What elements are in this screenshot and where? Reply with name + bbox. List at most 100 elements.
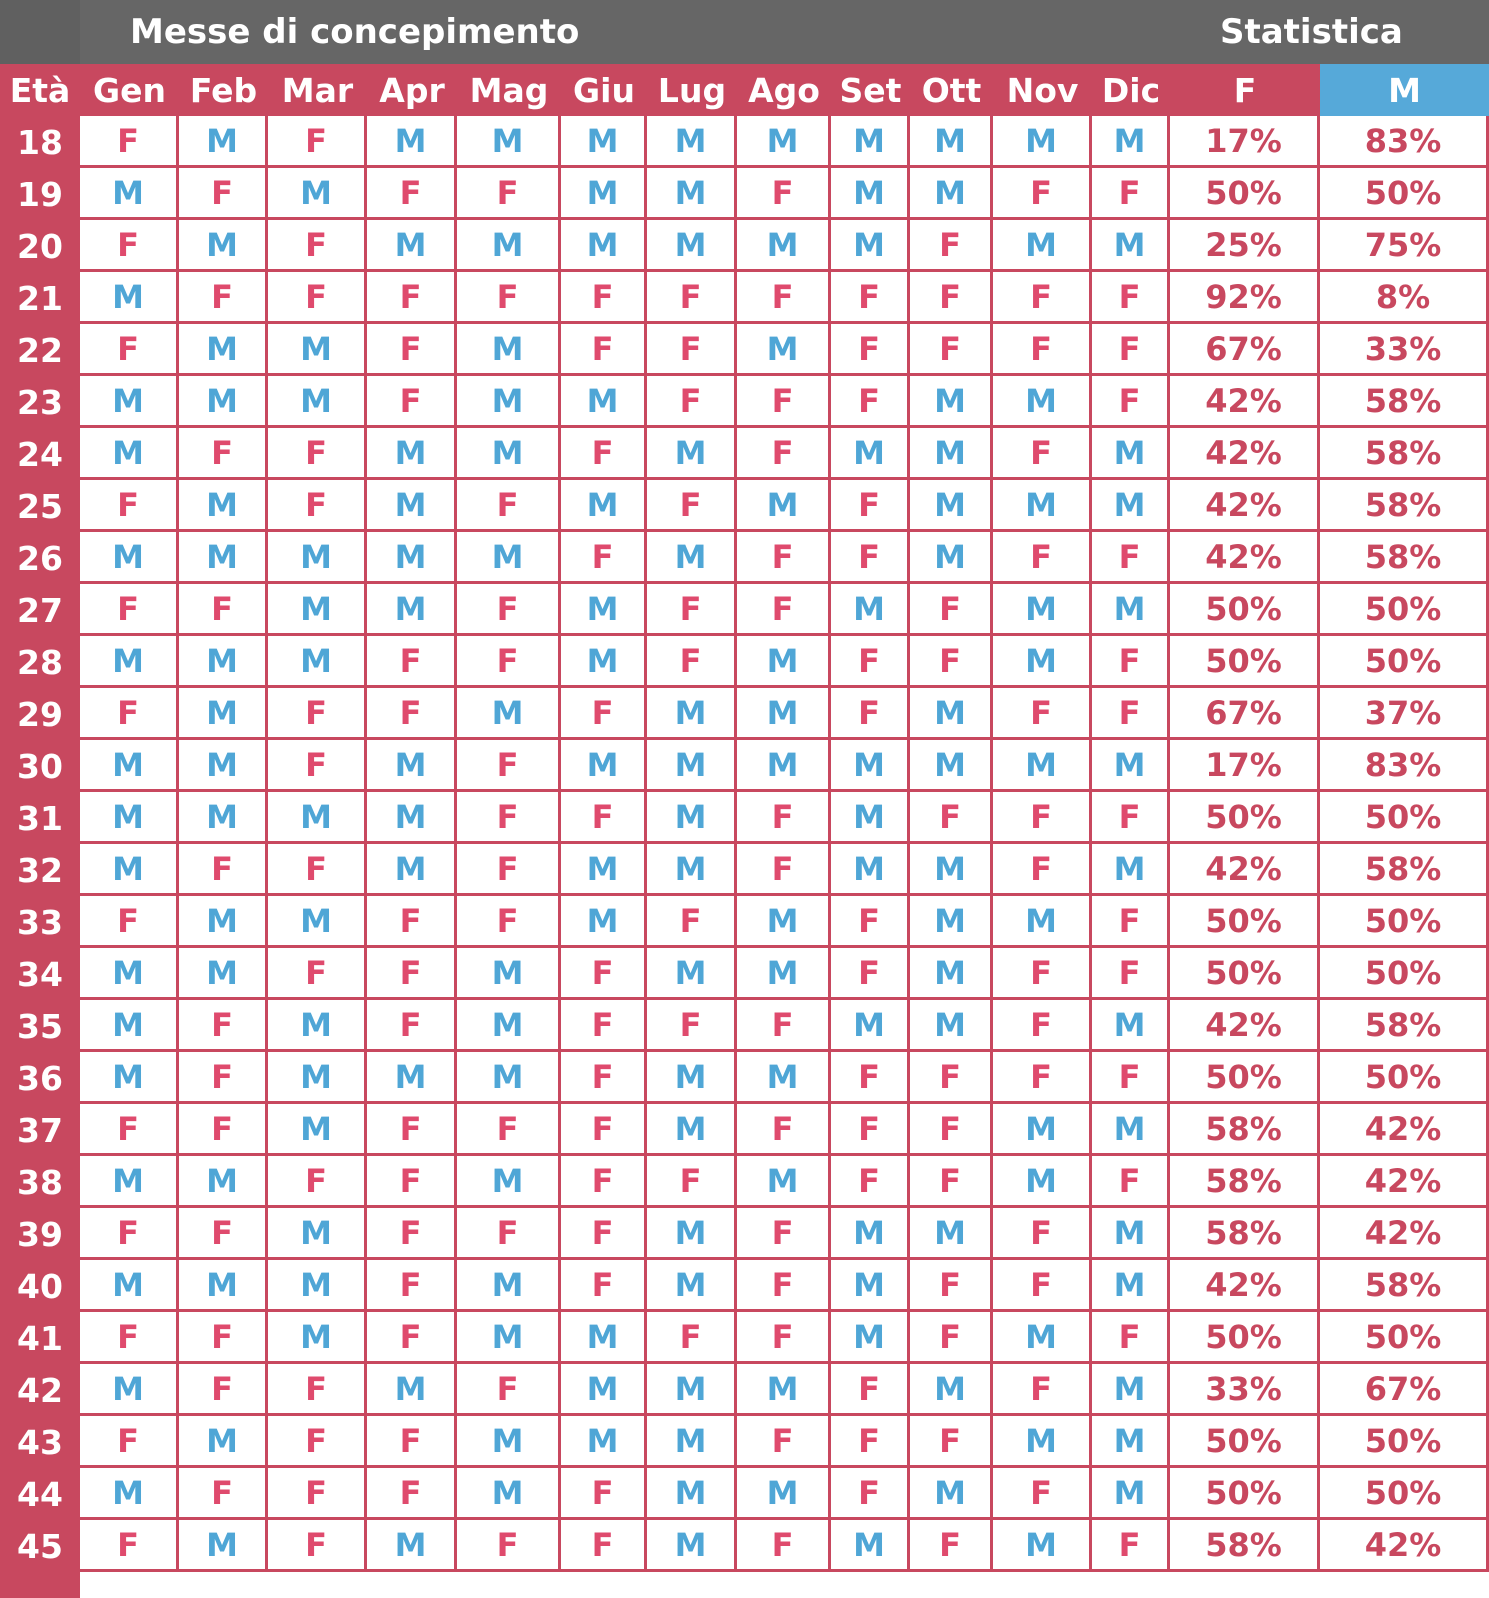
gender-cell: F — [910, 1520, 993, 1572]
gender-cell: M — [367, 480, 457, 532]
gender-cell: F — [910, 636, 993, 688]
gender-cell: M — [80, 1364, 179, 1416]
gender-cell: M — [1092, 740, 1170, 792]
gender-cell: F — [647, 1312, 737, 1364]
gender-cell: F — [910, 220, 993, 272]
gender-cell: M — [910, 1208, 993, 1260]
gender-cell: M — [831, 1000, 910, 1052]
gender-cell: F — [647, 272, 737, 324]
gender-cell: F — [80, 688, 179, 740]
gender-cell: F — [179, 844, 268, 896]
gender-cell: M — [737, 1156, 831, 1208]
gender-cell: M — [993, 480, 1092, 532]
female-percent-cell: 50% — [1170, 1416, 1320, 1468]
month-header: Gen — [80, 64, 179, 116]
gender-cell: F — [179, 1000, 268, 1052]
gender-cell: M — [647, 1208, 737, 1260]
female-percent-cell: 50% — [1170, 792, 1320, 844]
female-percent-cell: 33% — [1170, 1364, 1320, 1416]
gender-cell: M — [561, 480, 647, 532]
gender-cell: M — [647, 688, 737, 740]
gender-cell: F — [367, 896, 457, 948]
gender-cell: M — [737, 948, 831, 1000]
gender-cell: F — [457, 844, 561, 896]
gender-cell: F — [831, 1364, 910, 1416]
female-percent-cell: 92% — [1170, 272, 1320, 324]
male-percent-cell: 50% — [1320, 792, 1489, 844]
male-percent-cell: 42% — [1320, 1156, 1489, 1208]
gender-cell: M — [80, 272, 179, 324]
female-percent-cell: 42% — [1170, 532, 1320, 584]
age-cell: 38 — [0, 1156, 80, 1208]
gender-cell: F — [367, 1468, 457, 1520]
gender-cell: M — [561, 844, 647, 896]
gender-cell: F — [737, 1000, 831, 1052]
gender-cell: F — [179, 1312, 268, 1364]
gender-cell: M — [1092, 844, 1170, 896]
gender-cell: F — [457, 740, 561, 792]
gender-cell: M — [647, 220, 737, 272]
gender-cell: M — [737, 324, 831, 376]
male-percent-cell: 58% — [1320, 1000, 1489, 1052]
gender-cell: M — [80, 1052, 179, 1104]
gender-cell: M — [647, 1520, 737, 1572]
female-percent-cell: 50% — [1170, 948, 1320, 1000]
age-column-header: Età — [0, 64, 80, 116]
gender-cell: F — [268, 1364, 367, 1416]
gender-cell: F — [910, 792, 993, 844]
gender-cell: F — [737, 1416, 831, 1468]
gender-cell: M — [457, 1468, 561, 1520]
gender-cell: M — [647, 1468, 737, 1520]
female-percent-cell: 58% — [1170, 1520, 1320, 1572]
gender-cell: F — [831, 1052, 910, 1104]
gender-cell: M — [737, 480, 831, 532]
age-cell: 42 — [0, 1364, 80, 1416]
gender-cell: M — [179, 324, 268, 376]
gender-cell: M — [80, 1156, 179, 1208]
gender-cell: M — [831, 1260, 910, 1312]
male-percent-cell: 58% — [1320, 376, 1489, 428]
gender-cell: M — [831, 584, 910, 636]
gender-cell: M — [179, 1156, 268, 1208]
female-percent-cell: 42% — [1170, 428, 1320, 480]
gender-cell: M — [647, 948, 737, 1000]
female-percent-cell: 50% — [1170, 896, 1320, 948]
gender-cell: M — [910, 1364, 993, 1416]
gender-cell: F — [1092, 1156, 1170, 1208]
gender-cell: F — [1092, 636, 1170, 688]
gender-cell: F — [367, 636, 457, 688]
gender-cell: F — [457, 480, 561, 532]
male-percent-cell: 42% — [1320, 1520, 1489, 1572]
gender-cell: F — [831, 1468, 910, 1520]
gender-cell: F — [367, 1000, 457, 1052]
female-percent-cell: 42% — [1170, 1260, 1320, 1312]
gender-cell: F — [367, 1416, 457, 1468]
gender-cell: M — [80, 532, 179, 584]
gender-cell: M — [561, 896, 647, 948]
gender-cell: M — [561, 1312, 647, 1364]
gender-cell: F — [831, 324, 910, 376]
gender-cell: F — [80, 1416, 179, 1468]
gender-cell: F — [831, 376, 910, 428]
gender-cell: M — [910, 376, 993, 428]
gender-cell: F — [910, 1104, 993, 1156]
gender-cell: M — [993, 220, 1092, 272]
gender-cell: M — [647, 792, 737, 844]
gender-cell: F — [268, 116, 367, 168]
female-percent-cell: 67% — [1170, 324, 1320, 376]
gender-cell: M — [80, 376, 179, 428]
gender-cell: F — [993, 1364, 1092, 1416]
gender-cell: M — [737, 220, 831, 272]
gender-cell: F — [561, 1156, 647, 1208]
gender-cell: F — [831, 532, 910, 584]
gender-cell: M — [993, 1416, 1092, 1468]
gender-cell: M — [457, 948, 561, 1000]
age-cell: 20 — [0, 220, 80, 272]
age-cell: 28 — [0, 636, 80, 688]
gender-cell: M — [993, 376, 1092, 428]
gender-cell: F — [268, 844, 367, 896]
gender-cell: F — [737, 792, 831, 844]
age-cell: 19 — [0, 168, 80, 220]
gender-cell: M — [367, 1364, 457, 1416]
age-cell: 32 — [0, 844, 80, 896]
